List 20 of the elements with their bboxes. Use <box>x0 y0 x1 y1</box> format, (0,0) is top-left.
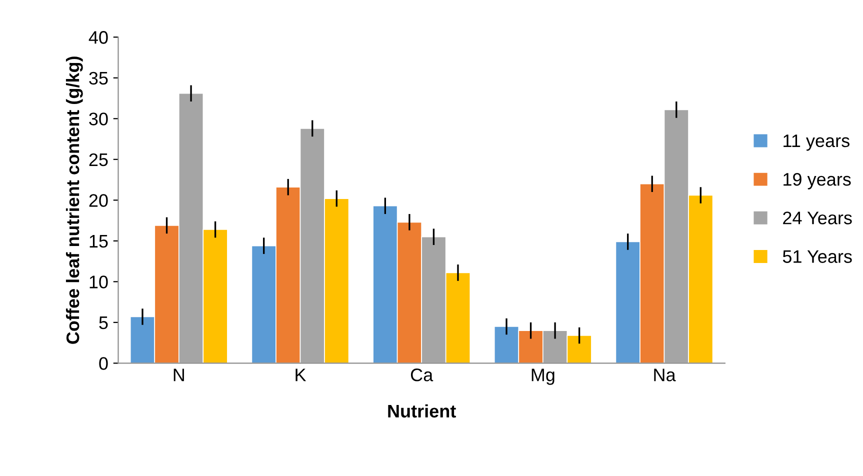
y-tick-label: 5 <box>99 316 108 330</box>
y-tick-label: 15 <box>90 235 108 248</box>
x-tick-label: Na <box>654 368 676 382</box>
y-tick-label: 20 <box>89 194 108 207</box>
x-tick-label: Mg <box>532 368 554 385</box>
y-axis-title: Coffee leaf nutrient content (g/kg) <box>66 56 83 344</box>
legend-label: 19 years <box>784 172 851 190</box>
x-tick-label: N <box>174 368 184 382</box>
legend-label: 11 years <box>784 134 850 151</box>
x-tick-label: Ca <box>410 368 434 382</box>
x-tick-label: K <box>296 368 306 382</box>
y-tick-label: 0 <box>99 357 108 370</box>
y-tick-label: 25 <box>89 153 108 166</box>
x-axis-title: Nutrient <box>388 404 456 418</box>
y-tick-label: 10 <box>90 276 108 288</box>
legend-label: 24 Years <box>783 212 852 224</box>
y-tick-label: 40 <box>88 31 108 44</box>
y-tick-label: 35 <box>89 72 108 85</box>
y-tick-label: 30 <box>89 112 108 126</box>
legend-label: 51 Years <box>782 250 852 263</box>
